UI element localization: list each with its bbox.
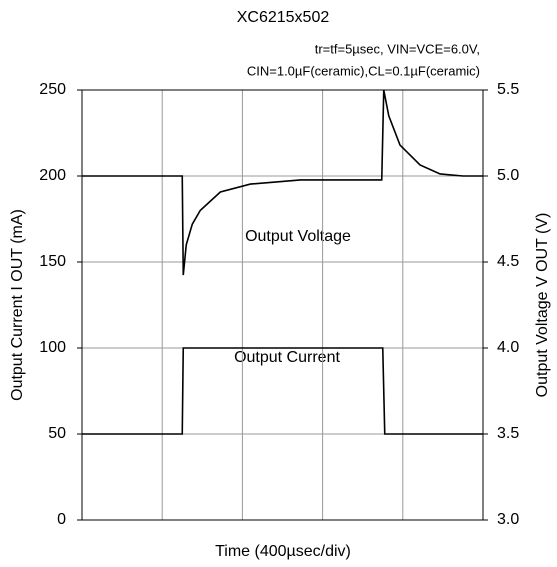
- series-line: [82, 89, 483, 276]
- y-axis-label: Output Current I OUT (mA): [9, 209, 26, 401]
- chart-title: XC6215x502: [237, 9, 330, 26]
- y2-tick-label: 5.5: [497, 81, 519, 98]
- y2-tick-label: 4.5: [497, 253, 519, 270]
- subtitle: CIN=1.0µF(ceramic),CL=0.1µF(ceramic): [247, 63, 480, 78]
- y-tick-label: 150: [39, 253, 66, 270]
- plot-frame: [81, 89, 484, 521]
- y2-tick-label: 5.0: [497, 167, 519, 184]
- y2-tick-label: 3.0: [497, 511, 519, 528]
- y-tick-label: 0: [57, 511, 66, 528]
- y-tick-label: 200: [39, 167, 66, 184]
- y-tick-label: 250: [39, 81, 66, 98]
- x-axis-label: Time (400µsec/div): [215, 543, 351, 560]
- y-tick-label: 50: [48, 425, 66, 442]
- y2-tick-label: 4.0: [497, 339, 519, 356]
- annotation: Output Voltage: [245, 228, 351, 245]
- y-tick-label: 100: [39, 339, 66, 356]
- subtitle: tr=tf=5µsec, VIN=VCE=6.0V,: [315, 41, 480, 56]
- y2-axis-label: Output Voltage V OUT (V): [534, 213, 551, 398]
- y2-tick-label: 3.5: [497, 425, 519, 442]
- annotation: Output Current: [234, 349, 340, 366]
- series-line: [82, 347, 483, 435]
